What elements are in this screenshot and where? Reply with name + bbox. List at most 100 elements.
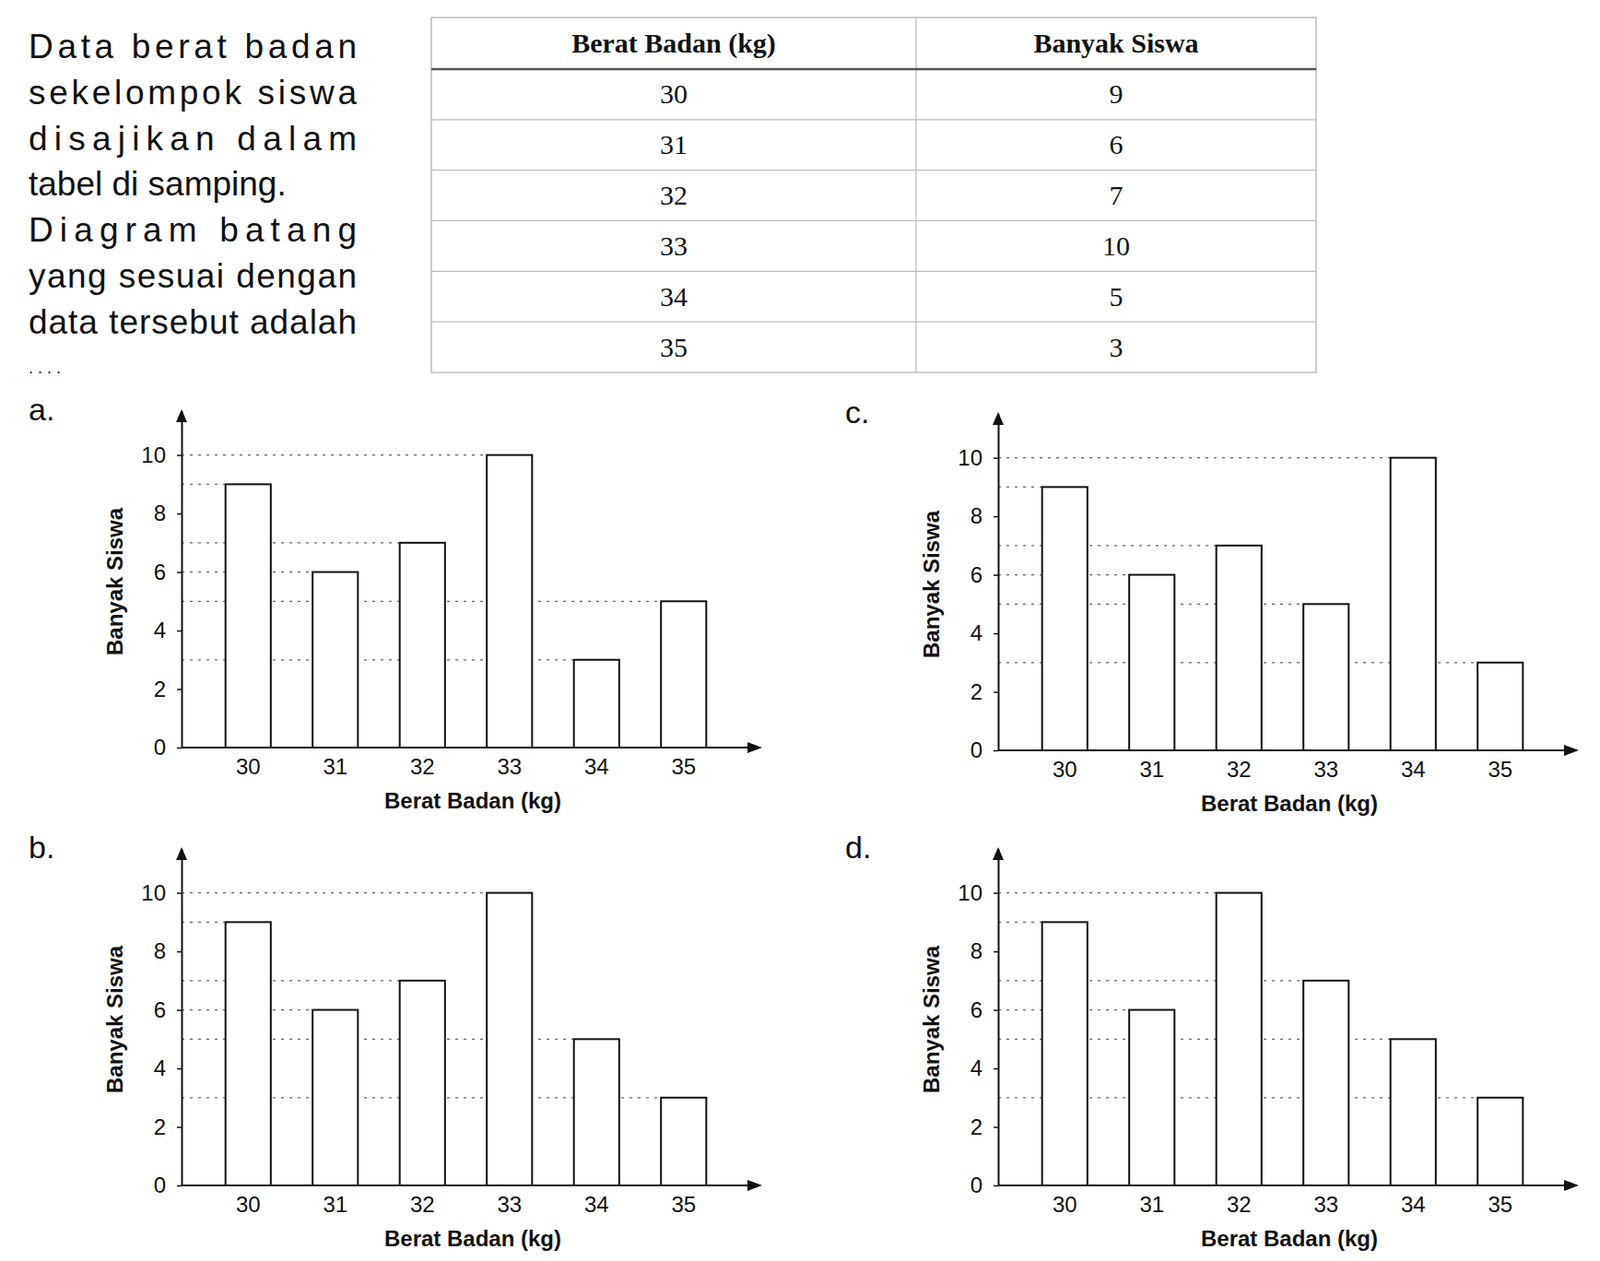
y-tick-mark xyxy=(176,951,182,953)
x-tick-label: 34 xyxy=(1400,1191,1426,1217)
x-tick-label: 34 xyxy=(1400,756,1426,782)
question-line: Data berat badan xyxy=(28,27,357,66)
y-tick: 0 xyxy=(970,737,999,763)
y-tick: 4 xyxy=(970,620,999,646)
y-tick-label: 2 xyxy=(970,679,983,705)
y-tick: 6 xyxy=(153,559,182,585)
question-line: disajikan dalam xyxy=(28,119,357,158)
y-tick-mark xyxy=(176,571,182,574)
x-tick: 30 xyxy=(235,747,261,779)
table-cell: 32 xyxy=(659,179,688,211)
x-axis-title: Berat Badan (kg) xyxy=(384,788,562,813)
table-row-rule xyxy=(431,169,1317,171)
option-label: b. xyxy=(28,829,55,865)
y-tick-label: 8 xyxy=(970,503,983,529)
x-tick-label: 32 xyxy=(410,1191,436,1217)
y-axis-arrow xyxy=(176,847,188,860)
x-tick: 35 xyxy=(1487,750,1513,782)
x-tick: 34 xyxy=(584,1185,610,1217)
bar xyxy=(574,659,620,748)
x-tick: 33 xyxy=(496,747,522,779)
y-tick-mark xyxy=(993,1126,999,1129)
x-tick-label: 34 xyxy=(584,1191,610,1217)
plot-area xyxy=(998,458,1523,751)
y-tick: 10 xyxy=(141,880,182,906)
bar xyxy=(1303,603,1349,751)
x-tick-label: 30 xyxy=(1052,756,1078,782)
x-tick: 34 xyxy=(1400,750,1426,782)
x-tick-label: 31 xyxy=(1139,756,1165,782)
y-tick-label: 4 xyxy=(970,620,983,646)
table-cell: 3 xyxy=(1109,331,1124,363)
y-tick-label: 0 xyxy=(970,1172,983,1198)
table-row-rule xyxy=(431,118,1317,120)
table-cell: 10 xyxy=(1102,230,1130,261)
y-tick-mark xyxy=(176,454,182,457)
y-axis-arrow xyxy=(176,409,188,423)
y-tick-mark xyxy=(176,1068,182,1071)
bar xyxy=(1042,921,1088,1186)
bar xyxy=(660,600,706,748)
y-tick-mark xyxy=(993,951,999,953)
bar xyxy=(312,1010,358,1186)
y-tick-label: 6 xyxy=(153,997,166,1023)
y-tick-label: 10 xyxy=(957,880,983,906)
y-axis: 0246810 xyxy=(957,414,999,764)
x-tick-label: 33 xyxy=(496,1191,522,1217)
y-tick: 6 xyxy=(153,997,182,1023)
y-axis-arrow xyxy=(992,847,1004,860)
x-tick: 33 xyxy=(1313,750,1339,782)
x-axis-arrow xyxy=(1564,744,1579,756)
y-tick: 6 xyxy=(970,997,999,1023)
x-axis-line xyxy=(181,746,761,749)
y-tick: 4 xyxy=(970,1055,999,1081)
y-tick-mark xyxy=(176,513,182,516)
y-tick-mark xyxy=(176,688,182,691)
y-tick-label: 10 xyxy=(141,880,166,906)
x-tick: 30 xyxy=(1052,1185,1078,1217)
x-tick-label: 35 xyxy=(1487,756,1513,782)
y-axis-title: Banyak Siswa xyxy=(918,944,944,1094)
reference-line xyxy=(998,544,1217,546)
x-tick-label: 31 xyxy=(322,753,348,779)
x-tick-label: 31 xyxy=(322,1191,348,1217)
question-line: yang sesuai dengan xyxy=(28,257,357,295)
bar xyxy=(1303,980,1349,1186)
x-axis-title: Berat Badan (kg) xyxy=(384,1225,562,1251)
y-tick-label: 2 xyxy=(970,1114,983,1140)
table-cell: 5 xyxy=(1109,281,1124,312)
table-header-cell: Berat Badan (kg) xyxy=(571,27,777,59)
x-tick: 30 xyxy=(1052,750,1078,782)
x-axis: 30 31 32 33 34 35 xyxy=(1052,750,1513,782)
reference-line xyxy=(181,454,487,456)
y-axis: 0246810 xyxy=(141,411,182,761)
x-tick-label: 33 xyxy=(1313,1191,1339,1217)
y-tick-label: 6 xyxy=(970,562,983,588)
x-tick-label: 31 xyxy=(1139,1191,1165,1217)
x-tick-label: 30 xyxy=(235,753,261,779)
table-header-rule xyxy=(431,68,1317,71)
y-axis-line xyxy=(181,849,184,1187)
table-cell: 33 xyxy=(659,230,688,261)
x-tick: 34 xyxy=(1400,1185,1426,1217)
table-row-rule xyxy=(431,270,1317,272)
option-label: a. xyxy=(28,391,55,427)
x-axis: 303132333435 xyxy=(1052,1185,1513,1217)
table-cell: 34 xyxy=(659,281,688,312)
question-line: . . . . xyxy=(28,358,61,377)
bar xyxy=(1477,1097,1523,1186)
bar xyxy=(225,921,271,1186)
y-axis-line xyxy=(181,411,184,749)
chart-d: d.0246810303132333435Berat Badan (kg)Ban… xyxy=(845,829,1579,1251)
y-tick: 2 xyxy=(970,679,999,705)
y-tick-mark xyxy=(176,892,182,895)
table-cell: 31 xyxy=(659,129,688,160)
y-tick-label: 4 xyxy=(153,617,166,643)
bar xyxy=(1390,1038,1436,1186)
y-tick-label: 8 xyxy=(970,938,983,964)
y-tick-label: 2 xyxy=(153,676,166,702)
x-tick-label: 32 xyxy=(1226,756,1252,782)
y-tick: 4 xyxy=(153,1055,182,1081)
bar xyxy=(400,542,446,748)
y-tick-label: 2 xyxy=(153,1114,166,1140)
